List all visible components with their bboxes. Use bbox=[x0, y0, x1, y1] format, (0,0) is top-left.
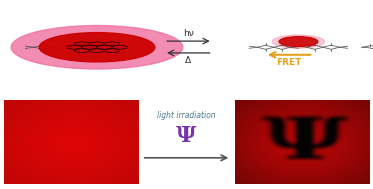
Circle shape bbox=[39, 33, 155, 62]
Text: light irradiation: light irradiation bbox=[157, 111, 216, 120]
Text: Δ: Δ bbox=[185, 56, 191, 65]
Circle shape bbox=[11, 26, 183, 69]
Text: FRET: FRET bbox=[276, 58, 302, 67]
Text: hν: hν bbox=[183, 29, 194, 38]
Circle shape bbox=[272, 35, 325, 48]
Text: Ψ: Ψ bbox=[176, 125, 197, 147]
Circle shape bbox=[279, 37, 318, 46]
